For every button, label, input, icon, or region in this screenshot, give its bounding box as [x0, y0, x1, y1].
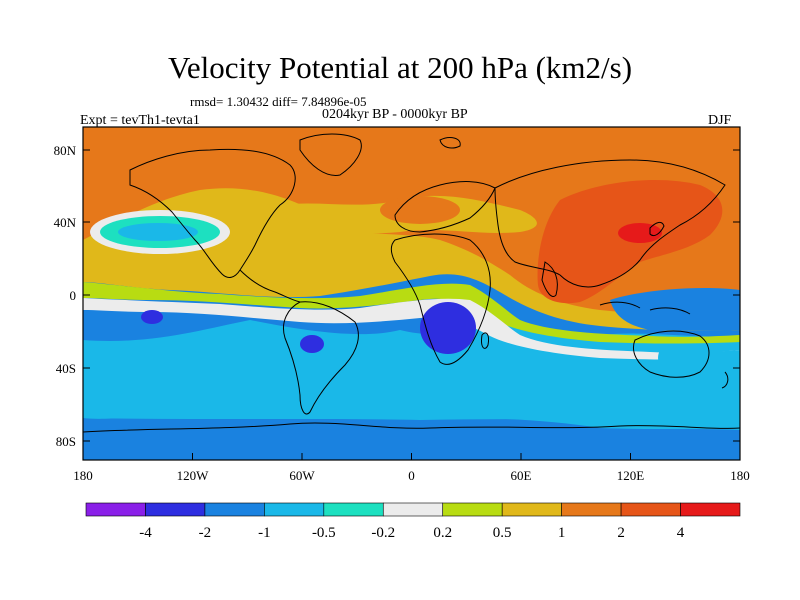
- colorbar-labels: -4 -2 -1 -0.5 -0.2 0.2 0.5 1 2 4: [139, 525, 685, 541]
- colorbar-swatch: [85, 502, 146, 517]
- coastlines: [83, 133, 740, 433]
- colorbar-swatch: [680, 502, 741, 517]
- field-max-japan: [618, 223, 662, 243]
- lon-label-180e: 180: [730, 468, 750, 483]
- lon-label-120w: 120W: [177, 468, 210, 483]
- colorbar-swatch: [561, 502, 622, 517]
- lon-label-60e: 60E: [511, 468, 532, 483]
- lat-label-80s: 80S: [56, 434, 76, 449]
- lon-ticks: [82, 453, 741, 460]
- field-green: [83, 282, 740, 344]
- lon-label-180w: 180: [73, 468, 93, 483]
- field-min-pacific: [141, 310, 163, 324]
- lon-labels: 180 120W 60W 0 60E 120E 180: [73, 468, 750, 483]
- colorbar-label: 1: [558, 525, 566, 541]
- stats-line: rmsd= 1.30432 diff= 7.84896e-05: [190, 94, 367, 109]
- colorbar-label: -0.2: [371, 525, 395, 541]
- colorbar-swatch: [442, 502, 503, 517]
- colorbar-label: -4: [139, 525, 152, 541]
- period-line: 0204kyr BP - 0000kyr BP: [322, 107, 468, 122]
- colorbar-label: -1: [258, 525, 271, 541]
- colorbar-label: -0.5: [312, 525, 336, 541]
- lat-label-80n: 80N: [54, 143, 77, 158]
- experiment-label: Expt = tevTh1-tevta1: [80, 113, 200, 128]
- colorbar-label: 4: [677, 525, 685, 541]
- colorbar-swatch: [145, 502, 206, 517]
- field-yellow-sahara: [380, 248, 440, 276]
- lon-label-60w: 60W: [289, 468, 315, 483]
- lat-label-40n: 40N: [54, 215, 77, 230]
- field-min-africa: [420, 302, 476, 354]
- lat-ticks: [83, 149, 740, 442]
- colorbar-swatch: [264, 502, 325, 517]
- field-min-brazil: [300, 335, 324, 353]
- season-label: DJF: [708, 113, 732, 128]
- lon-label-120e: 120E: [617, 468, 645, 483]
- colorbar-swatch: [323, 502, 384, 517]
- velocity-potential-field: [83, 127, 740, 460]
- colorbar-label: 2: [617, 525, 625, 541]
- field-zero-band: [83, 298, 740, 360]
- colorbar-swatch: [382, 502, 444, 517]
- lat-labels: 80N 40N 0 40S 80S: [54, 143, 77, 449]
- colorbar-swatch: [501, 502, 562, 517]
- lon-label-0: 0: [408, 468, 415, 483]
- colorbar-swatch: [620, 502, 681, 517]
- colorbar-label: 0.5: [493, 525, 512, 541]
- lat-label-40s: 40S: [56, 361, 76, 376]
- chart-title: Velocity Potential at 200 hPa (km2/s): [167, 50, 633, 85]
- colorbar-label: 0.2: [433, 525, 452, 541]
- colorbar: [85, 502, 741, 517]
- colorbar-label: -2: [199, 525, 212, 541]
- lat-label-0: 0: [70, 288, 77, 303]
- colorbar-swatch: [204, 502, 265, 517]
